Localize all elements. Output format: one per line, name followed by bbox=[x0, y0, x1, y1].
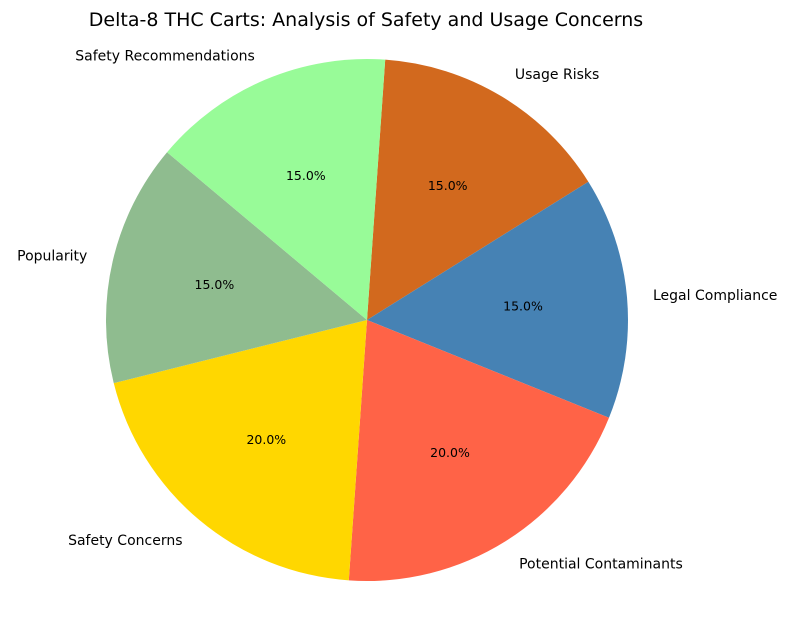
pct-label-safety-recommendations: 15.0% bbox=[286, 168, 326, 183]
slice-label-popularity: Popularity bbox=[17, 248, 87, 264]
pct-label-potential-contaminants: 20.0% bbox=[430, 445, 470, 460]
pct-label-usage-risks: 15.0% bbox=[428, 178, 468, 193]
pct-label-legal-compliance: 15.0% bbox=[503, 298, 543, 313]
slice-label-legal-compliance: Legal Compliance bbox=[653, 288, 777, 304]
pie-slice-usage-risks bbox=[367, 59, 589, 320]
pie-slice-safety-concerns bbox=[113, 320, 367, 581]
slice-label-safety-concerns: Safety Concerns bbox=[68, 533, 182, 549]
chart-title: Delta-8 THC Carts: Analysis of Safety an… bbox=[89, 9, 643, 31]
pct-label-safety-concerns: 20.0% bbox=[246, 432, 286, 447]
slice-label-safety-recommendations: Safety Recommendations bbox=[75, 49, 255, 65]
pie-slices bbox=[105, 59, 628, 581]
slice-label-potential-contaminants: Potential Contaminants bbox=[519, 557, 683, 573]
pie-slice-potential-contaminants bbox=[348, 320, 609, 581]
pie-slice-safety-recommendations bbox=[167, 59, 386, 320]
pct-label-popularity: 15.0% bbox=[195, 277, 235, 292]
pie-labels: 15.0% Usage Risks 15.0% Legal Compliance 20.… bbox=[17, 49, 777, 573]
pie-slice-legal-compliance bbox=[367, 181, 628, 418]
slice-label-usage-risks: Usage Risks bbox=[515, 67, 599, 83]
pie-slice-popularity bbox=[105, 152, 367, 384]
